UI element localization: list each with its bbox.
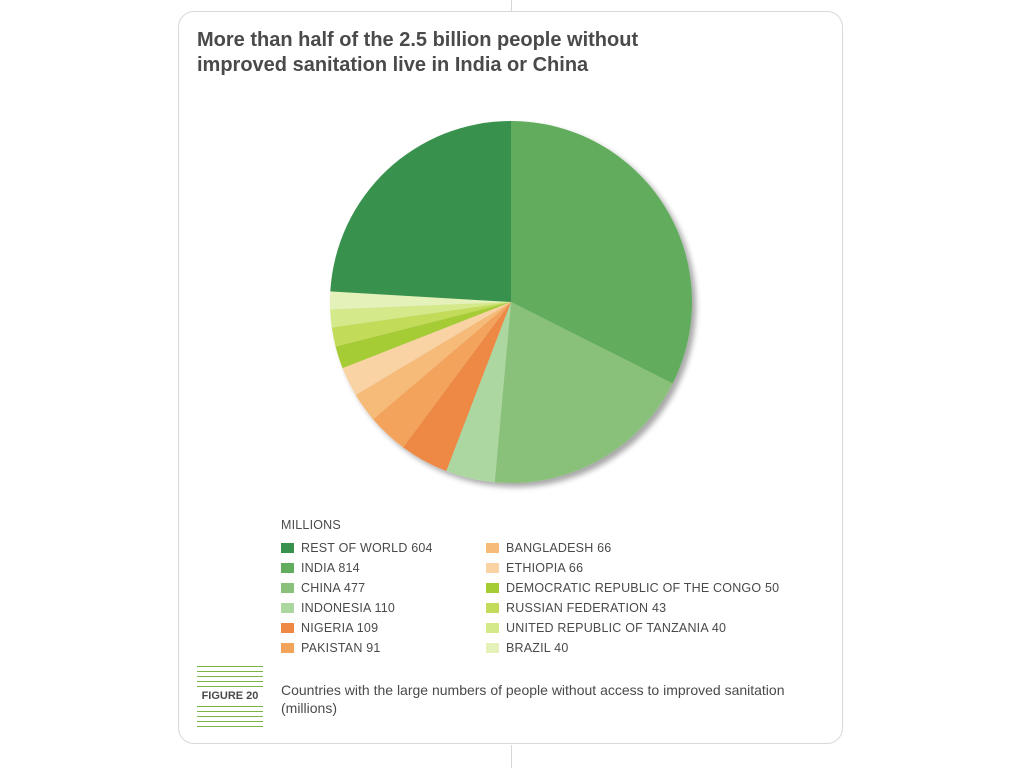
figure-badge-stripe bbox=[197, 671, 263, 672]
figure-badge-stripe bbox=[197, 666, 263, 667]
legend-label: PAKISTAN 91 bbox=[301, 641, 381, 655]
legend-item: RUSSIAN FEDERATION 43 bbox=[486, 598, 779, 618]
pie-slice-china bbox=[494, 302, 673, 484]
legend-swatch bbox=[486, 603, 499, 613]
figure-badge-stripe bbox=[197, 721, 263, 722]
legend-item: BRAZIL 40 bbox=[486, 638, 779, 658]
legend-swatch bbox=[281, 643, 294, 653]
legend-swatch bbox=[281, 563, 294, 573]
legend-heading: MILLIONS bbox=[281, 518, 341, 532]
figure-badge-stripe bbox=[197, 681, 263, 682]
fold-line-top bbox=[511, 0, 512, 11]
pie-slice-nigeria bbox=[403, 302, 511, 472]
pie-slice-united-republic-of-tanzania bbox=[330, 302, 511, 328]
legend-swatch bbox=[281, 583, 294, 593]
legend-left-column: REST OF WORLD 604 INDIA 814 CHINA 477 INDON… bbox=[281, 538, 433, 658]
legend-label: BANGLADESH 66 bbox=[506, 541, 612, 555]
pie-chart bbox=[329, 121, 693, 484]
legend-label: CHINA 477 bbox=[301, 581, 366, 595]
pie-slice-bangladesh bbox=[355, 302, 511, 420]
legend-item: DEMOCRATIC REPUBLIC OF THE CONGO 50 bbox=[486, 578, 779, 598]
legend-label: ETHIOPIA 66 bbox=[506, 561, 584, 575]
legend-item: ETHIOPIA 66 bbox=[486, 558, 779, 578]
pie-slice-indonesia bbox=[446, 302, 511, 483]
figure-badge-stripe bbox=[197, 726, 263, 727]
fold-line-bottom bbox=[511, 745, 512, 768]
legend-label: DEMOCRATIC REPUBLIC OF THE CONGO 50 bbox=[506, 581, 780, 595]
legend-item: CHINA 477 bbox=[281, 578, 433, 598]
pie-slice-democratic-republic-of-the-congo bbox=[335, 302, 511, 369]
pie-slice-brazil bbox=[329, 291, 511, 310]
legend-swatch bbox=[486, 623, 499, 633]
pie-slice-russian-federation bbox=[331, 302, 511, 347]
pie-slice-pakistan bbox=[373, 302, 511, 448]
legend-item: NIGERIA 109 bbox=[281, 618, 433, 638]
figure-badge: FIGURE 20 bbox=[197, 666, 263, 727]
legend-right-column: BANGLADESH 66 ETHIOPIA 66 DEMOCRATIC REPUB… bbox=[486, 538, 779, 658]
legend-item: UNITED REPUBLIC OF TANZANIA 40 bbox=[486, 618, 779, 638]
legend-label: UNITED REPUBLIC OF TANZANIA 40 bbox=[506, 621, 727, 635]
legend-swatch bbox=[486, 563, 499, 573]
figure-badge-stripe bbox=[197, 706, 263, 707]
legend-item: BANGLADESH 66 bbox=[486, 538, 779, 558]
legend-swatch bbox=[281, 623, 294, 633]
legend-label: BRAZIL 40 bbox=[506, 641, 569, 655]
pie-slice-india bbox=[511, 121, 693, 384]
chart-title: More than half of the 2.5 billion people… bbox=[197, 29, 639, 76]
pie-slice-rest-of-world bbox=[330, 121, 511, 302]
legend-label: INDIA 814 bbox=[301, 561, 360, 575]
legend-label: INDONESIA 110 bbox=[301, 601, 396, 615]
pie-slices bbox=[329, 121, 693, 484]
legend-label: REST OF WORLD 604 bbox=[301, 541, 433, 555]
figure-badge-stripe bbox=[197, 676, 263, 677]
figure-badge-stripe bbox=[197, 716, 263, 717]
figure-badge-stripe bbox=[197, 686, 263, 687]
figure-label: FIGURE 20 bbox=[197, 688, 263, 705]
legend-item: INDIA 814 bbox=[281, 558, 433, 578]
figure-badge-stripe bbox=[197, 711, 263, 712]
legend-label: RUSSIAN FEDERATION 43 bbox=[506, 601, 667, 615]
legend-swatch bbox=[486, 643, 499, 653]
legend-swatch bbox=[486, 583, 499, 593]
figure-caption: Countries with the large numbers of peop… bbox=[281, 682, 785, 716]
legend-swatch bbox=[486, 543, 499, 553]
legend-item: REST OF WORLD 604 bbox=[281, 538, 433, 558]
legend-swatch bbox=[281, 603, 294, 613]
legend-item: INDONESIA 110 bbox=[281, 598, 433, 618]
pie-slice-ethiopia bbox=[342, 302, 511, 395]
legend-label: NIGERIA 109 bbox=[301, 621, 379, 635]
legend-item: PAKISTAN 91 bbox=[281, 638, 433, 658]
legend-swatch bbox=[281, 543, 294, 553]
